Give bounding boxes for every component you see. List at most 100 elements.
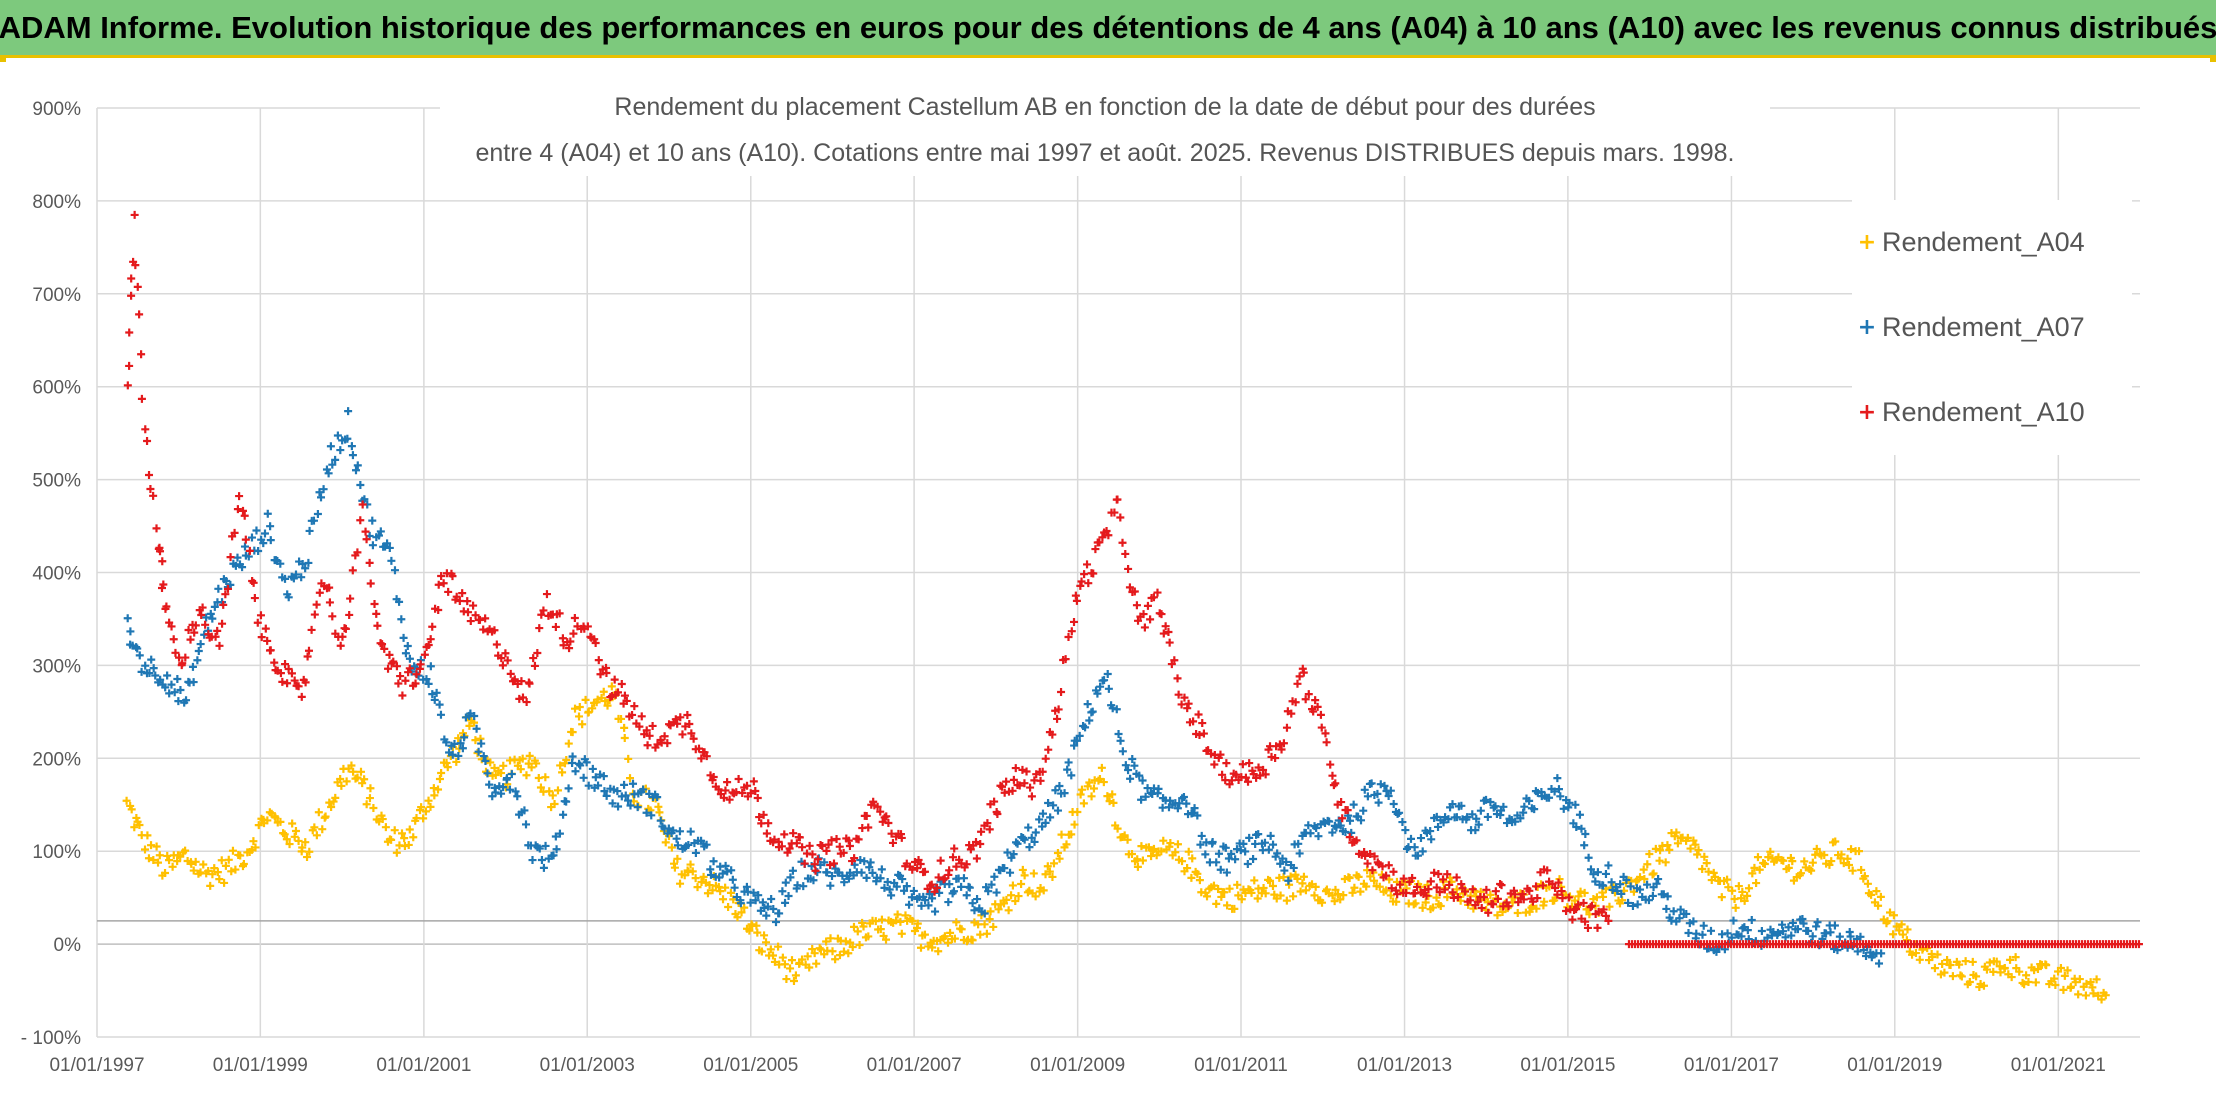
data-point xyxy=(755,813,764,822)
data-point xyxy=(331,455,340,464)
data-point xyxy=(783,848,792,857)
data-point xyxy=(208,870,217,879)
data-point xyxy=(176,686,185,695)
data-point xyxy=(465,721,474,730)
data-point xyxy=(1184,699,1193,708)
data-point xyxy=(685,720,694,729)
data-point xyxy=(1020,871,1029,880)
data-point xyxy=(238,563,247,572)
data-point xyxy=(980,920,989,929)
data-point xyxy=(928,943,937,952)
data-point xyxy=(1628,901,1637,910)
data-point xyxy=(1645,849,1654,858)
data-point xyxy=(1057,687,1066,696)
data-point xyxy=(831,955,840,964)
data-point xyxy=(1591,877,1600,886)
data-point xyxy=(1299,668,1308,677)
data-point xyxy=(366,784,375,793)
data-point xyxy=(1461,887,1470,896)
data-point xyxy=(562,797,571,806)
data-point xyxy=(676,713,685,722)
data-point xyxy=(882,935,891,944)
x-tick-label: 01/01/2017 xyxy=(1684,1055,1779,1076)
data-point xyxy=(1029,869,1038,878)
data-point xyxy=(214,584,223,593)
data-point xyxy=(152,842,161,851)
data-point xyxy=(1212,899,1221,908)
data-point xyxy=(1395,808,1404,817)
data-point xyxy=(896,917,905,926)
data-point xyxy=(1587,901,1596,910)
data-point xyxy=(749,888,758,897)
y-tick-label: 0% xyxy=(54,935,82,956)
data-point xyxy=(1989,967,1998,976)
data-point xyxy=(1250,876,1259,885)
data-point xyxy=(607,692,616,701)
data-point xyxy=(1212,858,1221,867)
data-point xyxy=(1195,731,1204,740)
data-point xyxy=(945,880,954,889)
data-point xyxy=(1183,704,1192,713)
data-point xyxy=(249,837,258,846)
data-point xyxy=(661,838,670,847)
data-point xyxy=(1663,841,1672,850)
data-point xyxy=(1576,887,1585,896)
data-point xyxy=(1374,798,1383,807)
data-point xyxy=(1799,919,1808,928)
data-point xyxy=(1359,806,1368,815)
data-point xyxy=(1839,859,1848,868)
data-point xyxy=(155,851,164,860)
data-point xyxy=(1008,881,1017,890)
data-point xyxy=(1123,835,1132,844)
data-point xyxy=(1753,853,1762,862)
data-point xyxy=(571,704,580,713)
data-point xyxy=(2031,978,2040,987)
data-point xyxy=(2051,980,2060,989)
data-point xyxy=(1580,888,1589,897)
data-point xyxy=(1201,850,1210,859)
data-point xyxy=(133,282,142,291)
data-point xyxy=(1968,957,1977,966)
data-point xyxy=(602,791,611,800)
y-tick-label: 500% xyxy=(32,471,81,492)
data-point xyxy=(428,690,437,699)
data-point xyxy=(727,866,736,875)
data-point xyxy=(2030,966,2039,975)
data-point xyxy=(599,772,608,781)
data-point xyxy=(1045,867,1054,876)
data-point xyxy=(1207,749,1216,758)
data-point xyxy=(1476,806,1485,815)
data-point xyxy=(1439,875,1448,884)
data-point xyxy=(1519,808,1528,817)
data-point xyxy=(785,844,794,853)
data-point xyxy=(1130,587,1139,596)
data-point xyxy=(133,644,142,653)
data-point xyxy=(123,614,132,623)
data-point xyxy=(251,843,260,852)
data-point xyxy=(757,819,766,828)
data-point xyxy=(369,803,378,812)
data-point xyxy=(568,752,577,761)
data-point xyxy=(1743,891,1752,900)
data-point xyxy=(309,516,318,525)
data-point xyxy=(1149,593,1158,602)
data-point xyxy=(130,210,139,219)
data-point xyxy=(1938,959,1947,968)
data-point xyxy=(1717,893,1726,902)
data-point xyxy=(787,956,796,965)
data-point xyxy=(1360,785,1369,794)
data-point xyxy=(236,851,245,860)
data-point xyxy=(878,817,887,826)
data-point xyxy=(824,840,833,849)
data-point xyxy=(276,559,285,568)
data-point xyxy=(656,816,665,825)
data-point xyxy=(1636,873,1645,882)
data-point xyxy=(510,675,519,684)
data-point xyxy=(1704,867,1713,876)
data-point xyxy=(287,669,296,678)
data-point xyxy=(905,900,914,909)
data-point xyxy=(503,656,512,665)
data-point xyxy=(1752,879,1761,888)
data-point xyxy=(1863,879,1872,888)
data-point xyxy=(1020,835,1029,844)
